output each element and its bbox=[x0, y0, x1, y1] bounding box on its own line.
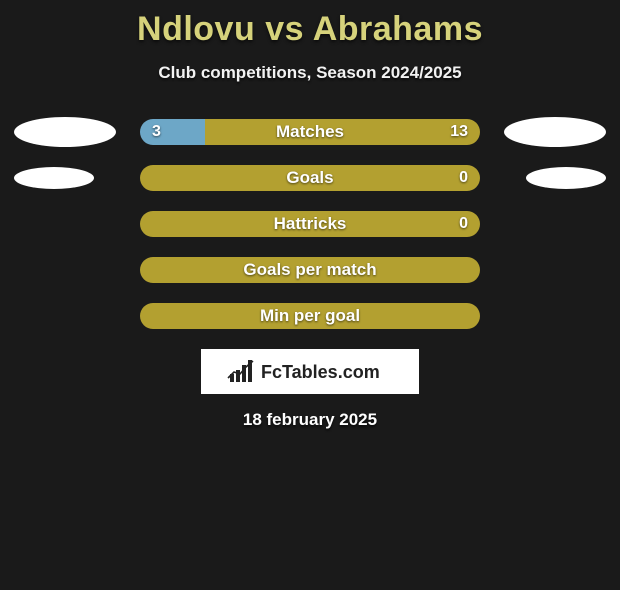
comparison-rows: 313Matches 0Goals 0Hattricks Goals per matc… bbox=[0, 119, 620, 329]
brand-text: FcTables.com bbox=[261, 362, 380, 382]
stat-row: 313Matches bbox=[0, 119, 620, 145]
stat-row: Min per goal bbox=[0, 303, 620, 329]
date-text: 18 february 2025 bbox=[0, 410, 620, 430]
stat-label: Goals bbox=[140, 165, 480, 191]
player-a-name: Ndlovu bbox=[137, 10, 255, 48]
stat-bar: Min per goal bbox=[140, 303, 480, 329]
player-b-name: Abrahams bbox=[313, 10, 483, 48]
stat-row: Goals per match bbox=[0, 257, 620, 283]
right-ellipse bbox=[504, 117, 606, 147]
vs-separator: vs bbox=[265, 10, 304, 48]
stat-label: Min per goal bbox=[140, 303, 480, 329]
stat-row: 0Goals bbox=[0, 165, 620, 191]
stat-label: Hattricks bbox=[140, 211, 480, 237]
left-ellipse bbox=[14, 117, 116, 147]
stat-bar: 0Goals bbox=[140, 165, 480, 191]
stat-row: 0Hattricks bbox=[0, 211, 620, 237]
brand-box: FcTables.com bbox=[201, 349, 419, 394]
stat-label: Goals per match bbox=[140, 257, 480, 283]
stat-bar: 0Hattricks bbox=[140, 211, 480, 237]
right-ellipse bbox=[526, 167, 606, 189]
stat-bar: 313Matches bbox=[140, 119, 480, 145]
brand-logo: FcTables.com bbox=[225, 358, 395, 386]
subtitle: Club competitions, Season 2024/2025 bbox=[0, 63, 620, 83]
stat-bar: Goals per match bbox=[140, 257, 480, 283]
stat-label: Matches bbox=[140, 119, 480, 145]
page-title: Ndlovu vs Abrahams bbox=[0, 10, 620, 49]
left-ellipse bbox=[14, 167, 94, 189]
